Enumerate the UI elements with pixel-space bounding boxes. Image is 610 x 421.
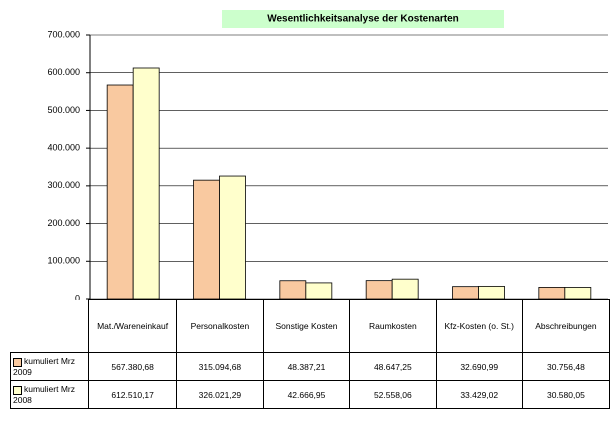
bar: [564, 287, 592, 300]
y-tick-label: 200.000: [47, 218, 80, 228]
bar: [452, 286, 479, 300]
bar: [279, 280, 307, 300]
series-row: kumuliert Mrz 2009 567.380,68 315.094,68 48…: [9, 352, 610, 381]
legend-label: kumuliert Mrz 2008: [13, 384, 76, 405]
category-cell: Raumkosten: [349, 299, 437, 353]
bar: [365, 280, 393, 300]
category-cell: Sonstige Kosten: [262, 299, 351, 353]
value-cell: 42.666,95: [262, 380, 351, 409]
value-cell: 32.690,99: [435, 352, 523, 381]
bar: [391, 278, 419, 300]
bar: [132, 67, 160, 300]
y-tick-label: 0: [75, 293, 80, 300]
series-row: kumuliert Mrz 2008 612.510,17 326.021,29 42…: [9, 380, 610, 409]
value-cell: 30.580,05: [521, 380, 610, 409]
bar: [219, 175, 246, 300]
chart: Wesentlichkeitsanalyse der Kostenarten 0…: [47, 10, 608, 300]
value-cell: 33.429,02: [435, 380, 523, 409]
value-cell: 612.510,17: [88, 380, 177, 409]
y-tick-label: 400.000: [47, 143, 80, 153]
value-cell: 567.380,68: [88, 352, 177, 381]
legend-swatch: [13, 357, 22, 367]
value-cell: 48.387,21: [262, 352, 351, 381]
category-cell: Personalkosten: [175, 299, 264, 353]
bar: [193, 179, 220, 300]
header-row: Mat./Wareneinkauf Personalkosten Sonstige …: [10, 299, 610, 353]
value-cell: 30.756,48: [521, 352, 610, 381]
value-cell: 48.647,25: [349, 352, 437, 381]
legend-label: kumuliert Mrz 2009: [13, 356, 76, 377]
y-tick-label: 100.000: [47, 256, 80, 266]
value-cell: 52.558,06: [349, 380, 437, 409]
legend-cell: kumuliert Mrz 2008: [9, 380, 90, 409]
corner-cell: [10, 299, 90, 353]
category-cell: Mat./Wareneinkauf: [88, 299, 177, 353]
legend-swatch: [13, 385, 22, 395]
bar: [305, 282, 333, 300]
y-tick-label: 600.000: [47, 67, 80, 77]
value-cell: 326.021,29: [175, 380, 264, 409]
data-table: Mat./Wareneinkauf Personalkosten Sonstige …: [9, 299, 610, 409]
bar: [106, 84, 134, 300]
category-cell: Abschreibungen: [521, 299, 610, 353]
title-background: [222, 10, 504, 28]
y-tick-label: 500.000: [47, 105, 80, 115]
y-tick-label: 300.000: [47, 180, 80, 190]
bar: [478, 285, 505, 300]
category-cell: Kfz-Kosten (o. St.): [435, 299, 523, 353]
y-tick-label: 700.000: [47, 29, 80, 39]
bar: [538, 287, 566, 300]
legend-cell: kumuliert Mrz 2009: [9, 352, 90, 381]
chart-title: Wesentlichkeitsanalyse der Kostenarten: [267, 14, 459, 25]
value-cell: 315.094,68: [175, 352, 264, 381]
